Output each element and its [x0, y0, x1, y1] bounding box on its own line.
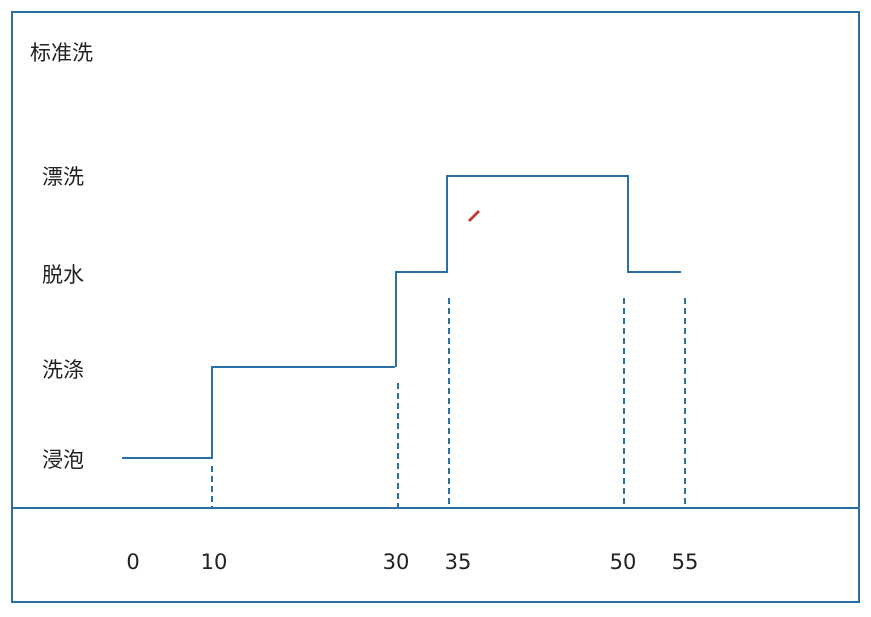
- stage-label: 脱水: [42, 263, 84, 287]
- stage-label: 浸泡: [42, 448, 84, 472]
- stage-label: 洗涤: [42, 358, 84, 382]
- stage-label: 漂洗: [42, 165, 84, 189]
- step-line: [122, 175, 681, 459]
- cursor-icon: [468, 210, 480, 222]
- time-label: 50: [610, 550, 637, 574]
- time-label: 30: [383, 550, 410, 574]
- frame: [11, 11, 860, 603]
- time-label: 0: [126, 550, 139, 574]
- time-label: 35: [445, 550, 472, 574]
- time-label: 10: [201, 550, 228, 574]
- title: 标准洗: [30, 41, 93, 65]
- time-label: 55: [672, 550, 699, 574]
